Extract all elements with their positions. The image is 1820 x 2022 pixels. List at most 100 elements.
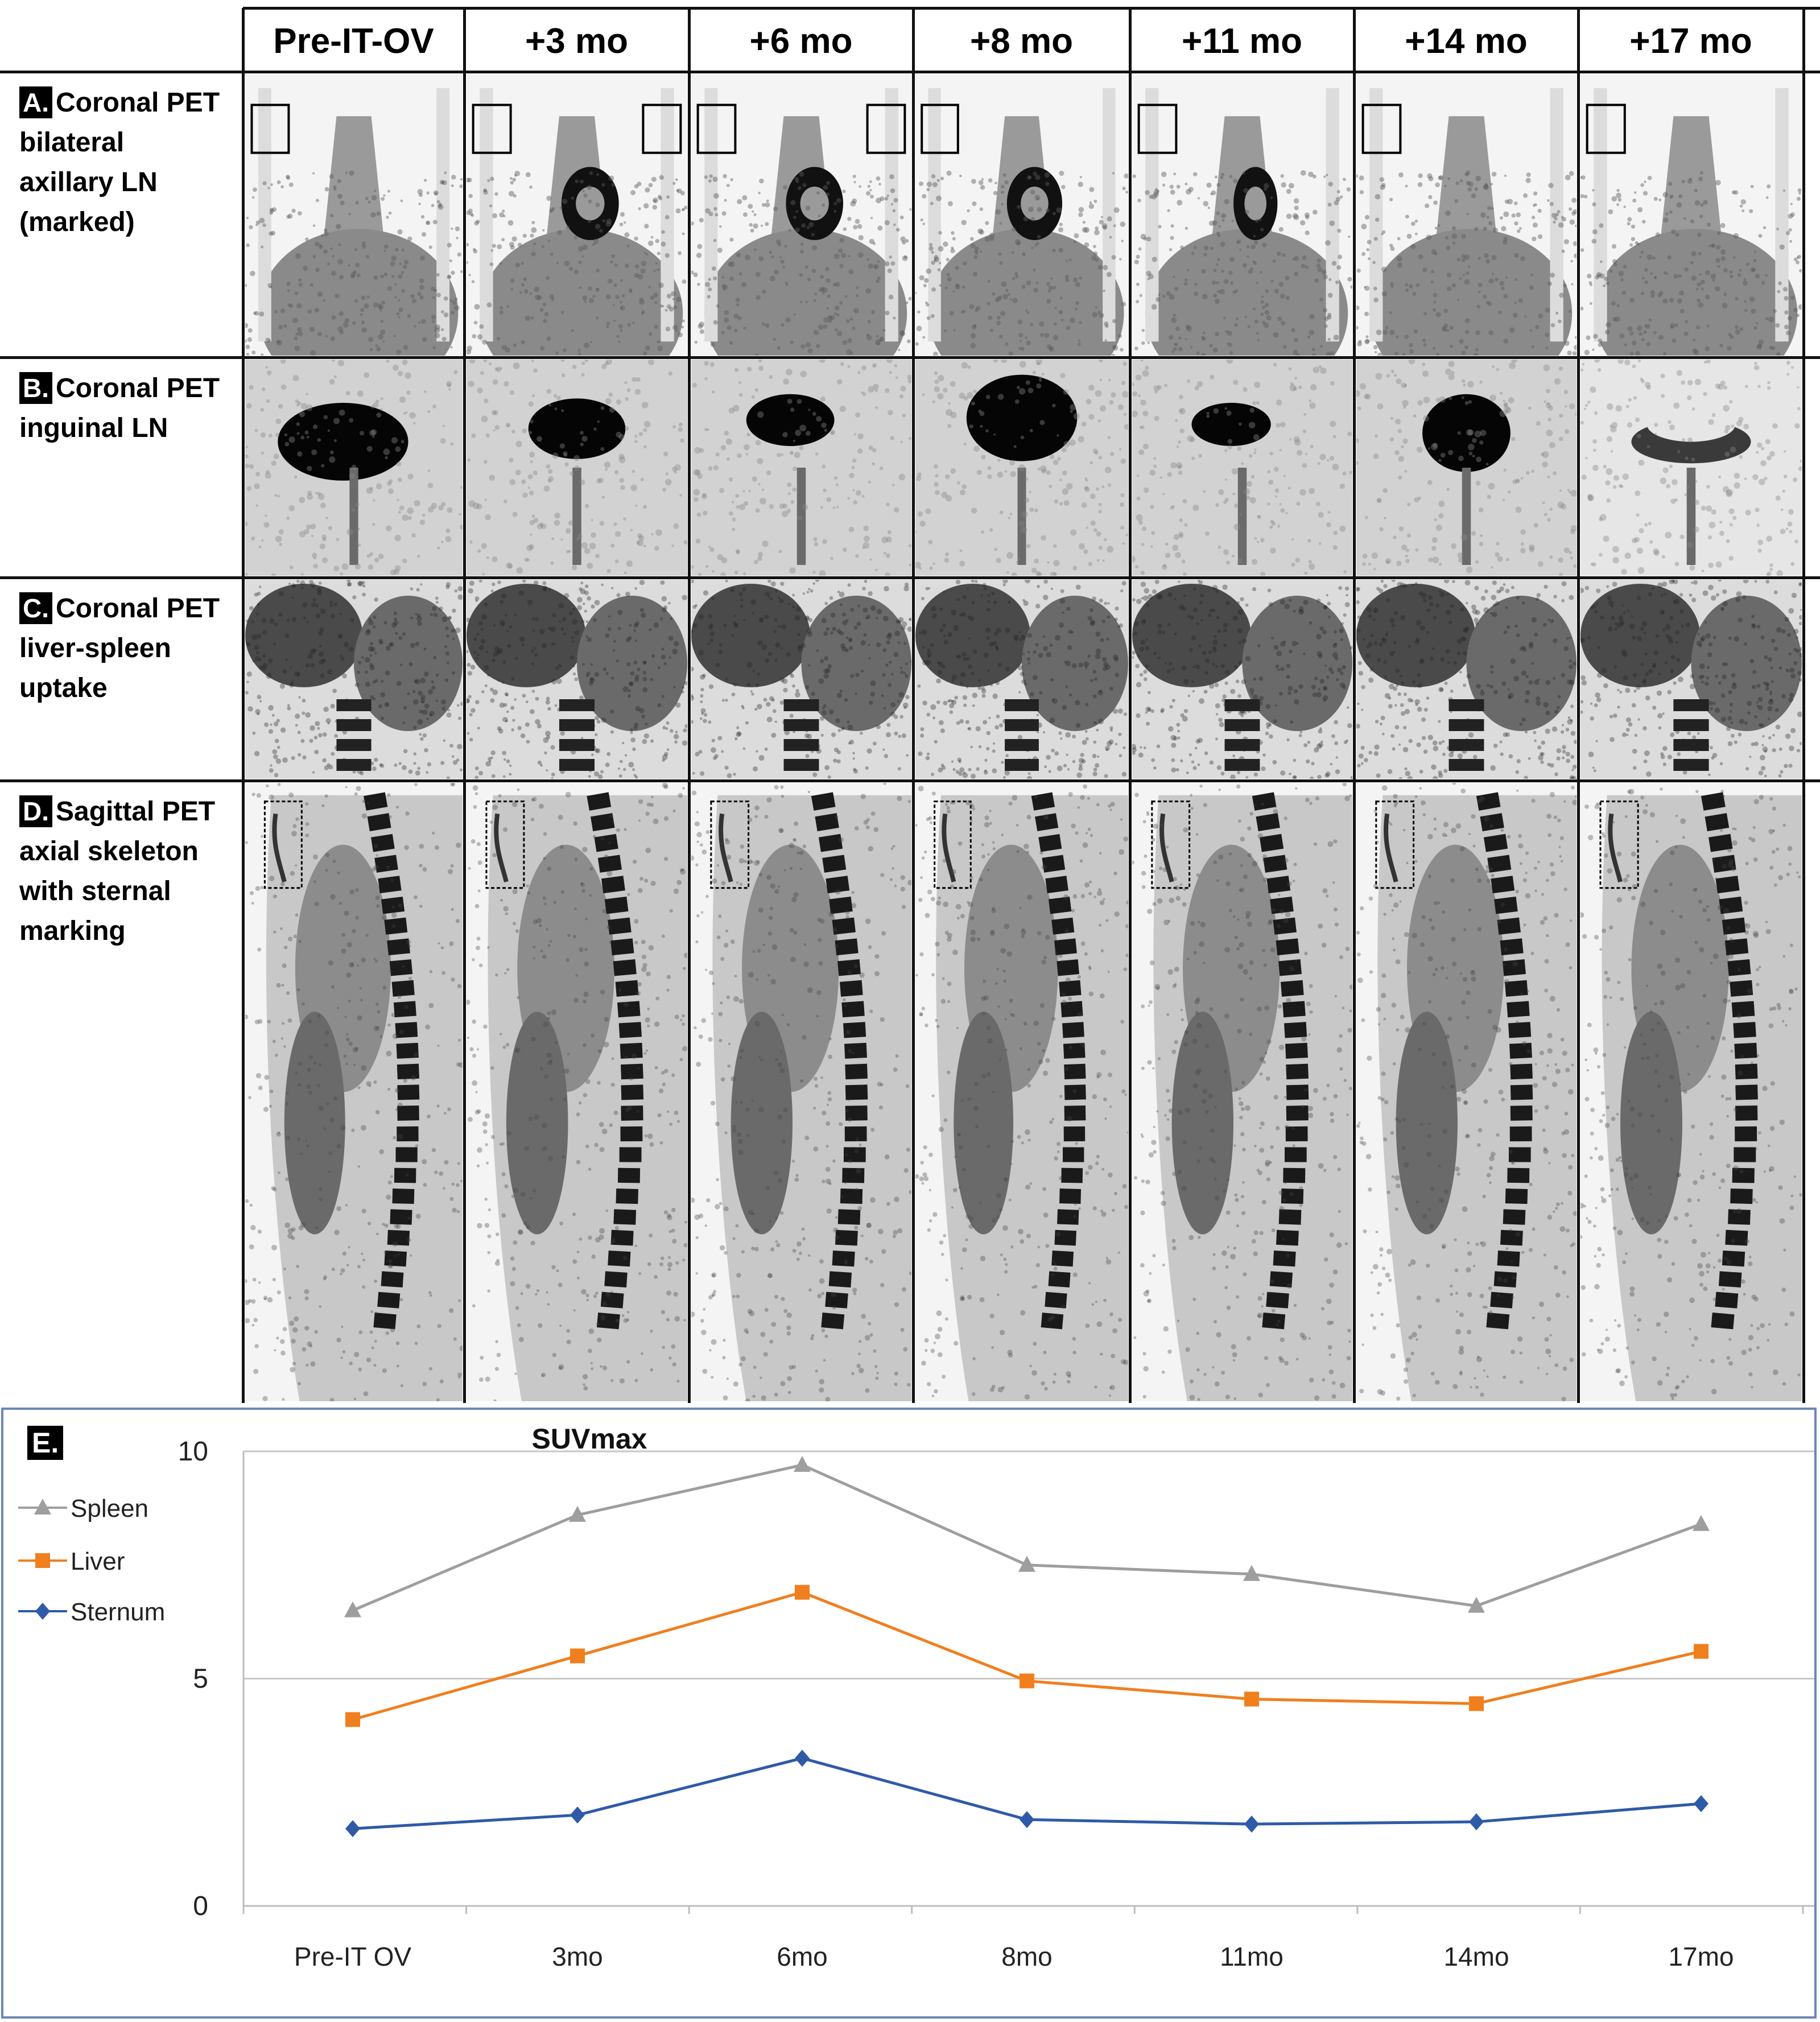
x-tick-label: 17mo [1668,1942,1734,1971]
row-letter: A. [19,86,52,118]
row-label-line: axillary LN [19,163,220,203]
data-point [569,1505,586,1522]
legend-marker [35,1553,50,1568]
row-label-text: marking [19,916,126,946]
series-line [352,1591,1702,1721]
legend-label: Liver [71,1548,125,1575]
suvmax-chart-panel: E. 0 5 10 Pre-IT OV 3mo 6mo 8mo 11mo 14mo 17mo SUV… [1,1408,1817,2019]
row-label-line: A. Coronal PET [19,83,220,123]
axillary-pet-image [915,74,1128,356]
column-header: +17 mo [1629,21,1752,61]
liver-spleen-pet-image [1356,580,1576,779]
grid-vertical-line [1353,8,1356,1403]
series-spleen [344,1455,1710,1617]
x-tick-label: 14mo [1443,1942,1509,1971]
series-liver [345,1584,1708,1727]
row-label-line: D. Sagittal PET [19,792,215,832]
legend-marker [34,1499,51,1515]
row-label-text: uptake [19,673,108,703]
sagittal-pet-image [691,783,911,1401]
x-tick-label: 11mo [1220,1942,1284,1971]
row-label: B. Coronal PET inguinal LN [19,369,220,448]
liver-spleen-pet-image [1132,580,1352,779]
data-point [345,1820,360,1838]
column-header: +8 mo [970,21,1073,61]
row-letter: D. [19,795,52,827]
row-label-line: inguinal LN [19,408,220,448]
row-label-text: (marked) [19,207,135,237]
series-sternum [345,1749,1708,1838]
legend-marker [35,1603,50,1620]
data-point [345,1712,360,1727]
data-point [1469,1813,1484,1831]
grid-vertical-line [463,8,466,1403]
liver-spleen-pet-image [467,580,687,779]
axillary-pet-image [1356,74,1576,356]
row-label-line: with sternal [19,872,215,911]
data-point [570,1648,585,1664]
row-label-text: inguinal LN [19,413,168,443]
grid-horizontal-line [0,356,1820,359]
data-point [795,1584,810,1600]
y-tick-label: 5 [193,1664,208,1694]
y-tick-label: 10 [178,1437,208,1467]
data-point [1020,1811,1034,1829]
x-tick-label: 6mo [777,1942,827,1971]
column-header: +11 mo [1182,21,1302,61]
data-point [1243,1565,1260,1581]
grid-vertical-line [242,8,245,1403]
grid-vertical-line [912,8,915,1403]
row-label-text: with sternal [19,876,171,906]
row-label: C. Coronal PET liver-spleen uptake [19,589,220,708]
grid-vertical-line [1577,8,1580,1403]
grid-top-border [243,7,1820,10]
chart-title: SUVmax [532,1423,647,1455]
grid-horizontal-line [0,779,1820,782]
pet-image-grid: Pre-IT-OV +3 mo +6 mo +8 mo +11 mo +14 mo +17 … [0,7,1820,1403]
inguinal-pet-image [915,360,1128,576]
data-point [1694,1644,1708,1659]
data-point [1693,1515,1710,1531]
row-letter: C. [19,592,52,624]
grid-vertical-line [1802,8,1805,1403]
grid-horizontal-line [0,71,1820,73]
row-label-text: liver-spleen [19,633,171,663]
legend-item: Liver [18,1548,125,1575]
row-label-line: marking [19,911,215,951]
sagittal-pet-image [1356,783,1576,1401]
row-label-text: Coronal PET [56,88,220,118]
axillary-pet-image [1132,74,1352,356]
grid-vertical-line [688,8,691,1403]
inguinal-pet-image [1356,360,1576,576]
row-label-line: liver-spleen [19,629,220,669]
legend-label: Spleen [71,1495,148,1522]
sagittal-pet-image [1580,783,1802,1401]
inguinal-pet-image [245,360,463,576]
data-point [1469,1696,1484,1711]
inguinal-pet-image [467,360,687,576]
row-label-text: axial skeleton [19,836,199,866]
row-label-line: uptake [19,669,220,708]
row-label-text: bilateral [19,127,125,158]
sagittal-pet-image [915,783,1128,1401]
column-header: Pre-IT-OV [273,21,434,61]
suvmax-line-chart: 0 5 10 Pre-IT OV 3mo 6mo 8mo 11mo 14mo 17mo SUVmax… [18,1423,1814,1971]
data-point [1020,1673,1034,1689]
series-line [352,1463,1702,1612]
x-tick-label: Pre-IT OV [294,1942,412,1971]
data-point [1244,1691,1259,1707]
row-label-text: Coronal PET [56,593,220,624]
inguinal-pet-image [1580,360,1802,576]
data-point [794,1455,811,1472]
column-header: +3 mo [525,21,628,61]
sagittal-pet-image [467,783,687,1401]
data-point [570,1806,585,1824]
grid-horizontal-line [0,576,1820,579]
x-tick-label: 8mo [1001,1942,1052,1971]
data-point [1018,1555,1035,1572]
row-letter: B. [19,372,52,404]
column-header: +6 mo [749,21,853,61]
axillary-pet-image [691,74,911,356]
row-label-line: C. Coronal PET [19,589,220,629]
sagittal-pet-image [1132,783,1352,1401]
